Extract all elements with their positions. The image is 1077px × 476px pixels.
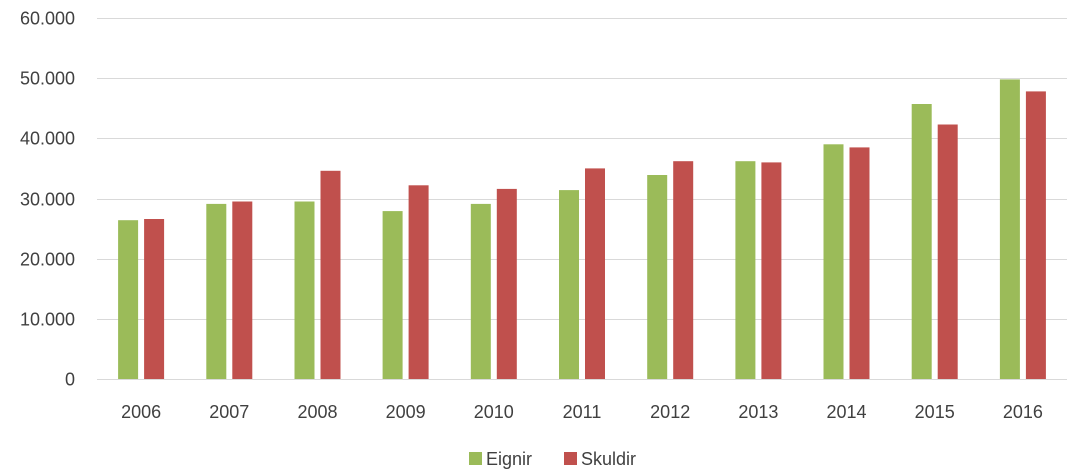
bar-skuldir-2015 (937, 124, 958, 379)
bar-skuldir-2006 (144, 219, 165, 379)
x-tick-label: 2009 (386, 402, 426, 422)
y-tick-label: 60.000 (20, 9, 75, 29)
bar-skuldir-2016 (1025, 91, 1046, 380)
y-tick-label: 20.000 (20, 250, 75, 270)
x-tick-label: 2012 (650, 402, 690, 422)
x-tick-label: 2016 (1003, 402, 1043, 422)
legend-swatch-skuldir (564, 452, 577, 465)
legend: Eignir Skuldir (469, 449, 636, 469)
bar-skuldir-2010 (496, 188, 517, 379)
x-tick-label: 2014 (826, 402, 866, 422)
legend-label-eignir: Eignir (486, 449, 532, 469)
y-tick-label: 50.000 (20, 69, 75, 89)
y-tick-label: 10.000 (20, 310, 75, 330)
bar-eignir-2013 (735, 161, 756, 379)
bar-skuldir-2012 (673, 161, 694, 379)
legend-label-skuldir: Skuldir (581, 449, 636, 469)
legend-swatch-eignir (469, 452, 482, 465)
bar-eignir-2014 (823, 144, 844, 379)
y-tick-label: 40.000 (20, 129, 75, 149)
bar-eignir-2007 (206, 203, 227, 379)
bar-skuldir-2011 (585, 168, 605, 379)
x-tick-label: 2015 (915, 402, 955, 422)
bar-eignir-2015 (911, 104, 932, 379)
bar-skuldir-2007 (232, 201, 253, 379)
bars (118, 79, 1046, 380)
y-tick-label: 30.000 (20, 190, 75, 210)
x-tick-label: 2007 (209, 402, 249, 422)
x-tick-label: 2013 (738, 402, 778, 422)
x-tick-label: 2011 (563, 402, 602, 422)
x-tick-label: 2006 (121, 402, 161, 422)
x-tick-label: 2008 (297, 402, 337, 422)
bar-eignir-2009 (382, 211, 403, 379)
bar-eignir-2012 (647, 175, 668, 379)
bar-eignir-2006 (118, 220, 139, 379)
y-axis-tick-labels: 0 10.000 20.000 30.000 40.000 50.000 60.000 (20, 9, 75, 390)
bar-skuldir-2014 (849, 147, 870, 379)
gridlines (97, 18, 1067, 380)
bar-eignir-2016 (999, 79, 1020, 380)
bar-skuldir-2009 (408, 185, 429, 379)
y-tick-label: 0 (65, 370, 75, 390)
bar-eignir-2010 (470, 203, 491, 379)
bar-skuldir-2008 (320, 170, 341, 379)
bar-skuldir-2013 (761, 162, 782, 379)
x-tick-label: 2010 (474, 402, 514, 422)
x-axis-tick-labels: 2006 2007 2008 2009 2010 2011 2012 2013 2014 2015… (121, 402, 1043, 422)
bar-eignir-2008 (294, 201, 315, 379)
bar-eignir-2011 (559, 190, 579, 379)
